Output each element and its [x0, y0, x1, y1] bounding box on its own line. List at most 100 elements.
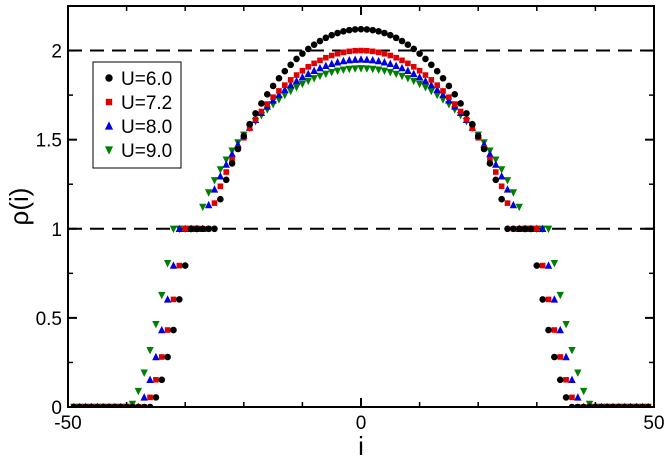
data-point [562, 320, 570, 329]
data-point [492, 160, 500, 168]
data-point [463, 110, 470, 117]
data-point [316, 63, 324, 72]
data-point [211, 200, 218, 206]
data-point [545, 296, 552, 303]
data-point [427, 81, 436, 89]
data-point [187, 225, 195, 233]
x-tick-label: 50 [643, 413, 664, 434]
data-point [352, 47, 358, 54]
data-point [369, 55, 377, 64]
data-point [386, 59, 394, 68]
data-point [398, 37, 406, 45]
data-markers [70, 25, 652, 407]
data-point [169, 225, 178, 233]
legend-label: U=9.0 [121, 141, 172, 162]
data-point [557, 354, 564, 360]
data-point [404, 75, 412, 83]
legend: U=6.0 U=7.2 U=8.0 U=9.0 [92, 61, 182, 169]
data-point [492, 176, 500, 184]
data-point [339, 66, 348, 74]
data-point [310, 66, 318, 74]
data-point [281, 85, 289, 94]
data-point [375, 28, 382, 35]
legend-label: U=8.0 [121, 117, 172, 138]
data-point [292, 76, 301, 85]
data-point [229, 156, 235, 163]
data-point [193, 225, 201, 233]
legend-marker [105, 74, 113, 82]
data-point [316, 72, 324, 81]
data-point [503, 185, 512, 193]
data-point [374, 66, 383, 74]
data-point [322, 70, 330, 79]
data-point [515, 225, 523, 233]
data-point [374, 56, 383, 65]
x-tick-label: -50 [54, 413, 81, 434]
data-point [504, 225, 511, 233]
data-point [369, 26, 377, 34]
data-point [416, 50, 423, 57]
data-point [539, 296, 546, 303]
data-point [270, 94, 276, 101]
data-point [433, 67, 441, 75]
data-point [169, 261, 178, 269]
data-point [322, 61, 330, 69]
data-point [345, 26, 353, 34]
data-point [498, 195, 505, 203]
data-point [497, 166, 506, 174]
data-point [146, 346, 154, 355]
data-point [509, 189, 518, 197]
data-point [474, 132, 482, 140]
data-point [545, 326, 552, 334]
data-point [286, 81, 295, 89]
data-point [480, 145, 488, 153]
data-point [363, 26, 371, 33]
data-point [282, 82, 288, 88]
data-point [399, 57, 405, 64]
data-point [392, 34, 400, 42]
data-point [234, 145, 242, 153]
data-point [316, 37, 324, 45]
data-point [363, 65, 371, 73]
data-point [416, 67, 423, 74]
legend-label: U=7.2 [121, 93, 172, 114]
data-point [433, 91, 441, 100]
data-point [574, 393, 582, 401]
data-point [182, 225, 188, 232]
legend-marker [104, 146, 114, 155]
data-point [293, 72, 300, 78]
data-point [410, 45, 418, 53]
data-point [534, 225, 540, 232]
data-point [415, 80, 424, 89]
data-point [380, 58, 389, 66]
data-point [392, 70, 400, 79]
data-point [153, 376, 159, 383]
data-point [163, 295, 172, 303]
data-point [497, 172, 506, 180]
data-point [439, 96, 447, 104]
legend-marker [104, 121, 114, 130]
data-point [369, 48, 376, 55]
data-point [486, 149, 494, 158]
data-point [544, 225, 553, 233]
y-tick-label: 0 [51, 398, 62, 419]
data-point [304, 45, 312, 53]
data-point [299, 67, 306, 74]
data-point [293, 55, 300, 63]
data-point [176, 296, 183, 303]
data-point [170, 326, 177, 334]
data-point [381, 50, 388, 57]
data-point [323, 54, 329, 61]
data-point [415, 73, 424, 81]
data-point [328, 69, 336, 77]
data-point [550, 295, 559, 303]
data-point [199, 203, 207, 212]
data-point [217, 183, 224, 190]
data-point [562, 352, 570, 361]
data-point [422, 55, 429, 63]
data-point [439, 74, 447, 82]
data-point [170, 296, 177, 303]
data-point [345, 55, 353, 64]
data-point [369, 65, 377, 74]
legend-marker [105, 98, 113, 106]
